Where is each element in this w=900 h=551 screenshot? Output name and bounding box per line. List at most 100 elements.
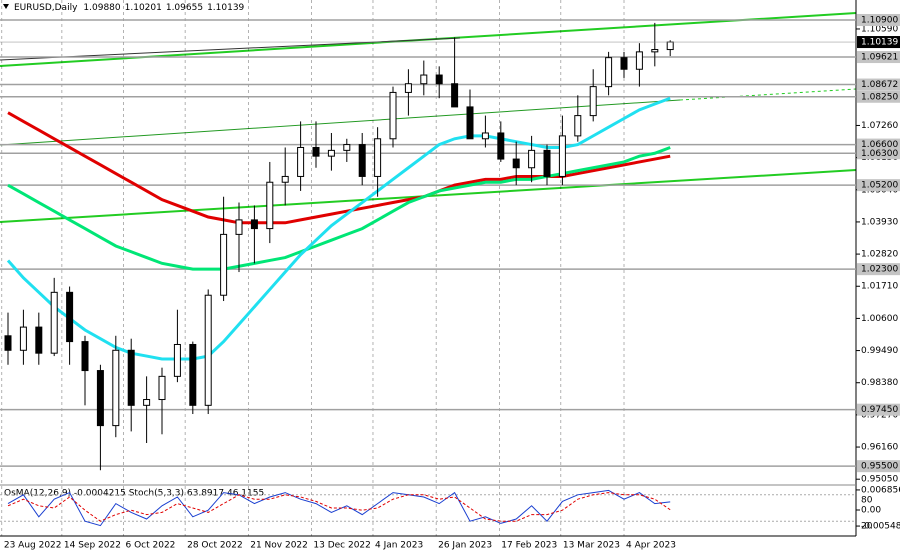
candle-body [327,149,335,157]
y-tick-label: 0.96160 [861,443,898,453]
current-price-box [857,36,900,49]
symbol: EURUSD,Daily [14,3,78,13]
level-label: 1.09621 [861,53,898,63]
candle-body [173,343,181,377]
osma-tick-label: -0.005485 [861,522,900,532]
candle-body [112,349,120,427]
current-price-label: 1.10139 [861,38,898,48]
candle-body [512,158,520,169]
candle-body [143,399,151,406]
level-box [857,147,900,160]
candle-body [451,83,459,108]
level-box [857,460,900,473]
candle-body [343,144,351,151]
y-tick-label: 0.95050 [861,475,898,485]
candle-body [189,343,197,406]
stochastic-line [7,489,671,527]
level-label: 1.06600 [861,140,898,150]
candle-body [466,106,474,140]
x-tick-label: 17 Feb 2023 [501,541,557,551]
candle-body [389,91,397,140]
candle-body [81,341,89,372]
osma-tick-label: 0.0068567 [861,485,900,495]
candle-body [605,57,613,88]
level-box [857,403,900,416]
chart-header: EURUSD,Daily 1.09880 1.10201 1.09655 1.10139 [14,3,245,13]
trend-line [679,88,857,101]
candle-body [620,57,628,70]
candle-body [204,294,212,406]
open-value: 1.09880 [83,3,120,13]
level-label: 1.10900 [861,15,898,25]
candle-body [312,146,320,157]
level-box [857,263,900,276]
candle-body [528,149,536,169]
candle-body [358,144,366,177]
level-label: 1.02300 [861,265,898,275]
x-tick-label: 6 Oct 2022 [126,541,176,551]
candle-body [50,291,58,354]
candle-body [374,138,382,177]
candle-body [558,135,566,177]
candle-body [420,74,428,85]
candle-body [574,115,582,137]
level-label: 0.97450 [861,405,898,415]
candle-body [250,219,258,230]
candle-body [127,349,135,406]
level-label: 1.08672 [861,80,898,90]
trend-line [0,99,681,146]
candle-body [35,326,43,354]
osma-tick-label: 0.00 [861,506,881,516]
candle-body [543,149,551,177]
level-label: 1.06300 [861,149,898,159]
candle-body [404,83,412,93]
y-tick-label: 1.01710 [861,282,898,292]
low-value: 1.09655 [166,3,203,13]
candle-body [651,49,659,53]
x-tick-label: 13 Dec 2022 [313,541,371,551]
level-box [857,179,900,192]
x-tick-label: 23 Aug 2022 [4,541,62,551]
candle-body [96,370,104,427]
y-tick-label: 0.98380 [861,378,898,388]
stoch-tick-label: 80 [861,495,873,505]
candle-body [4,335,12,351]
candle-body [266,181,274,230]
candle-body [281,175,289,183]
stoch-tick-label: 20 [861,522,873,532]
y-tick-label: 0.99490 [861,346,898,356]
oscillator-title: OsMA(12,26,9) -0.0004215 Stoch(5,3,3) 63… [4,489,264,499]
candle-body [66,291,74,343]
x-tick-label: 14 Sep 2022 [64,541,121,551]
y-tick-label: 1.03930 [861,217,898,227]
level-label: 1.08250 [861,92,898,102]
x-tick-label: 26 Jan 2023 [438,541,492,551]
x-tick-label: 21 Nov 2022 [250,541,308,551]
close-value: 1.10139 [207,3,244,13]
x-tick-label: 4 Apr 2023 [626,541,676,551]
x-tick-label: 28 Oct 2022 [187,541,243,551]
x-tick-label: 4 Jan 2023 [375,541,423,551]
header-icon [3,4,9,9]
candle-body [297,146,305,177]
candle-body [435,74,443,85]
candle-body [19,326,27,351]
level-box [857,13,900,26]
x-tick-label: 13 Mar 2023 [563,541,620,551]
candle-body [158,375,166,401]
y-tick-label: 1.00600 [861,314,898,324]
candle-body [589,86,597,117]
level-label: 0.95500 [861,462,898,472]
level-label: 1.05200 [861,181,898,191]
stochastic-line [7,492,671,522]
level-box [857,51,900,64]
y-tick-label: 1.02820 [861,250,898,260]
candle-body [235,219,243,235]
candle-body [497,132,505,160]
level-box [857,78,900,91]
candle-body [220,233,228,296]
high-value: 1.10201 [125,3,162,13]
candle-body [635,51,643,70]
